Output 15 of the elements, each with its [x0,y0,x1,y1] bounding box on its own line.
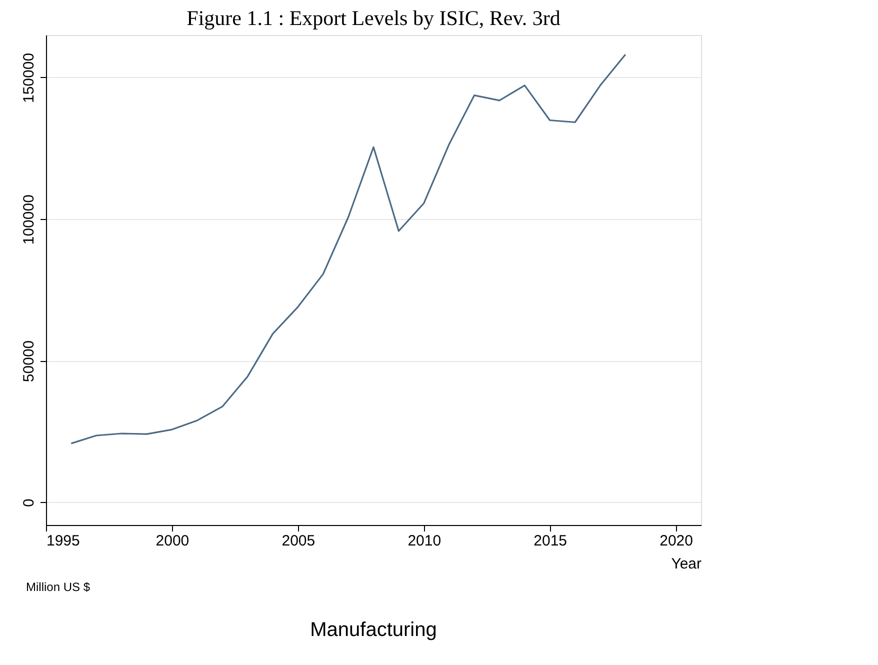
x-tick-label: 1995 [46,532,80,550]
x-tick-label: 2005 [282,532,316,550]
text: Million US $ [26,580,90,594]
y-tick-label: 150000 [20,52,38,104]
y-tick-label: 50000 [20,340,38,382]
x-axis-title: Year [671,556,702,572]
x-tick-label: 2015 [534,532,568,550]
x-tick-label: 2020 [660,532,693,550]
line-series [70,54,626,444]
y-tick-label: 0 [20,498,38,508]
text: Manufacturing [310,619,437,641]
x-tick-label: 2010 [408,532,442,550]
x-tick-label: 2000 [156,532,190,550]
chart-title: Figure 1.1 : Export Levels by ISIC, Rev. 3rd [186,6,561,30]
y-tick-label: 100000 [20,194,38,245]
